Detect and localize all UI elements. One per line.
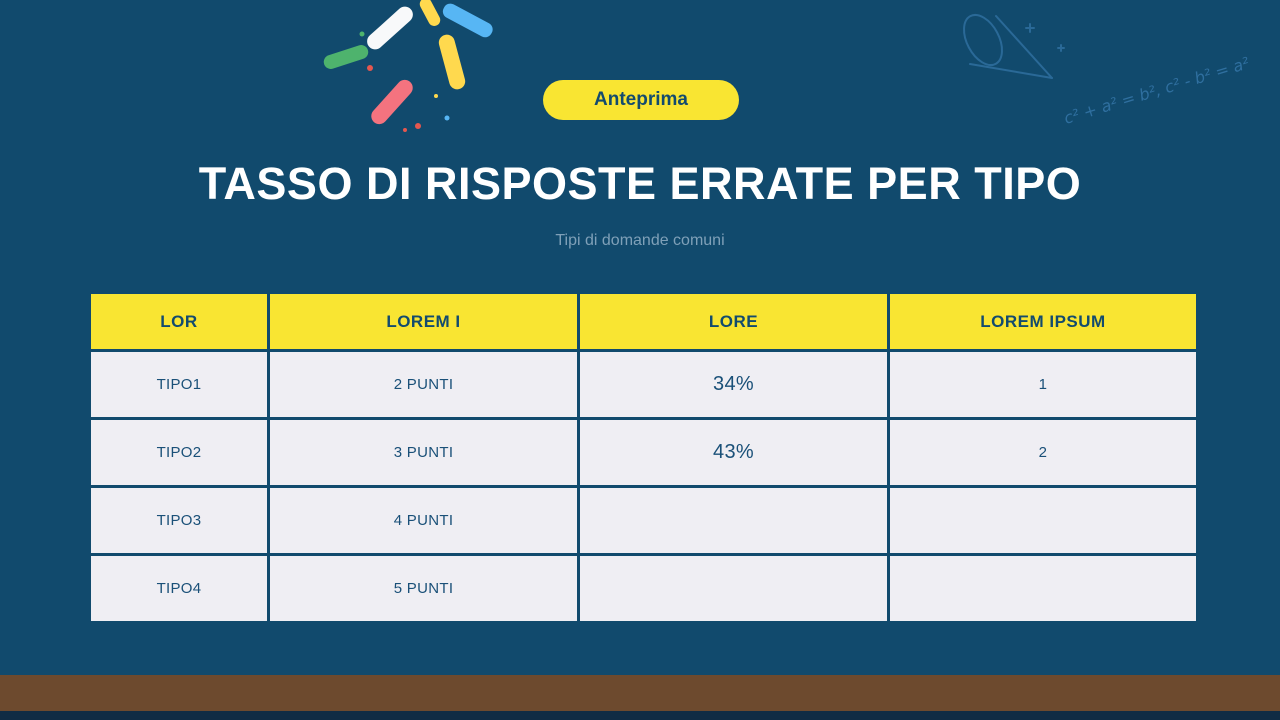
slide-title: TASSO DI RISPOSTE ERRATE PER TIPO (198, 158, 1082, 209)
column-header: LOREM I (267, 291, 580, 352)
table-row: TIPO3 4 PUNTI (88, 485, 1199, 556)
slide-subtitle: Tipi di domande comuni (555, 232, 725, 249)
table-cell: 2 PUNTI (267, 349, 580, 420)
table-cell: 2 (887, 417, 1199, 488)
chalk-sticks-illustration (323, 0, 493, 132)
column-header: LOREM IPSUM (887, 291, 1199, 352)
table-cell: TIPO3 (88, 485, 270, 556)
bottom-strip (0, 711, 1280, 720)
table-cell: 5 PUNTI (267, 553, 580, 624)
desk-bar (0, 675, 1280, 711)
table-cell: TIPO2 (88, 417, 270, 488)
table-cell (887, 485, 1199, 556)
table-cell (577, 485, 890, 556)
chalk-cone-doodle (963, 14, 1065, 79)
table-cell: TIPO1 (88, 349, 270, 420)
table-cell: 43% (577, 417, 890, 488)
column-header: LOR (88, 291, 270, 352)
table-cell: 1 (887, 349, 1199, 420)
table-cell (887, 553, 1199, 624)
preview-badge-button[interactable]: Anteprima (543, 80, 739, 120)
table-cell: 4 PUNTI (267, 485, 580, 556)
table-cell: TIPO4 (88, 553, 270, 624)
table-header-row: LOR LOREM I LORE LOREM IPSUM (88, 291, 1199, 352)
table-cell (577, 553, 890, 624)
chalk-equation-text: c² + a² = b², c² - b² = a² (1062, 53, 1253, 128)
column-header: LORE (577, 291, 890, 352)
table-row: TIPO1 2 PUNTI 34% 1 (88, 349, 1199, 420)
table-row: TIPO4 5 PUNTI (88, 553, 1199, 624)
data-table: LOR LOREM I LORE LOREM IPSUM TIPO1 2 PUN… (88, 291, 1199, 624)
table-cell: 34% (577, 349, 890, 420)
table-row: TIPO2 3 PUNTI 43% 2 (88, 417, 1199, 488)
table-cell: 3 PUNTI (267, 417, 580, 488)
